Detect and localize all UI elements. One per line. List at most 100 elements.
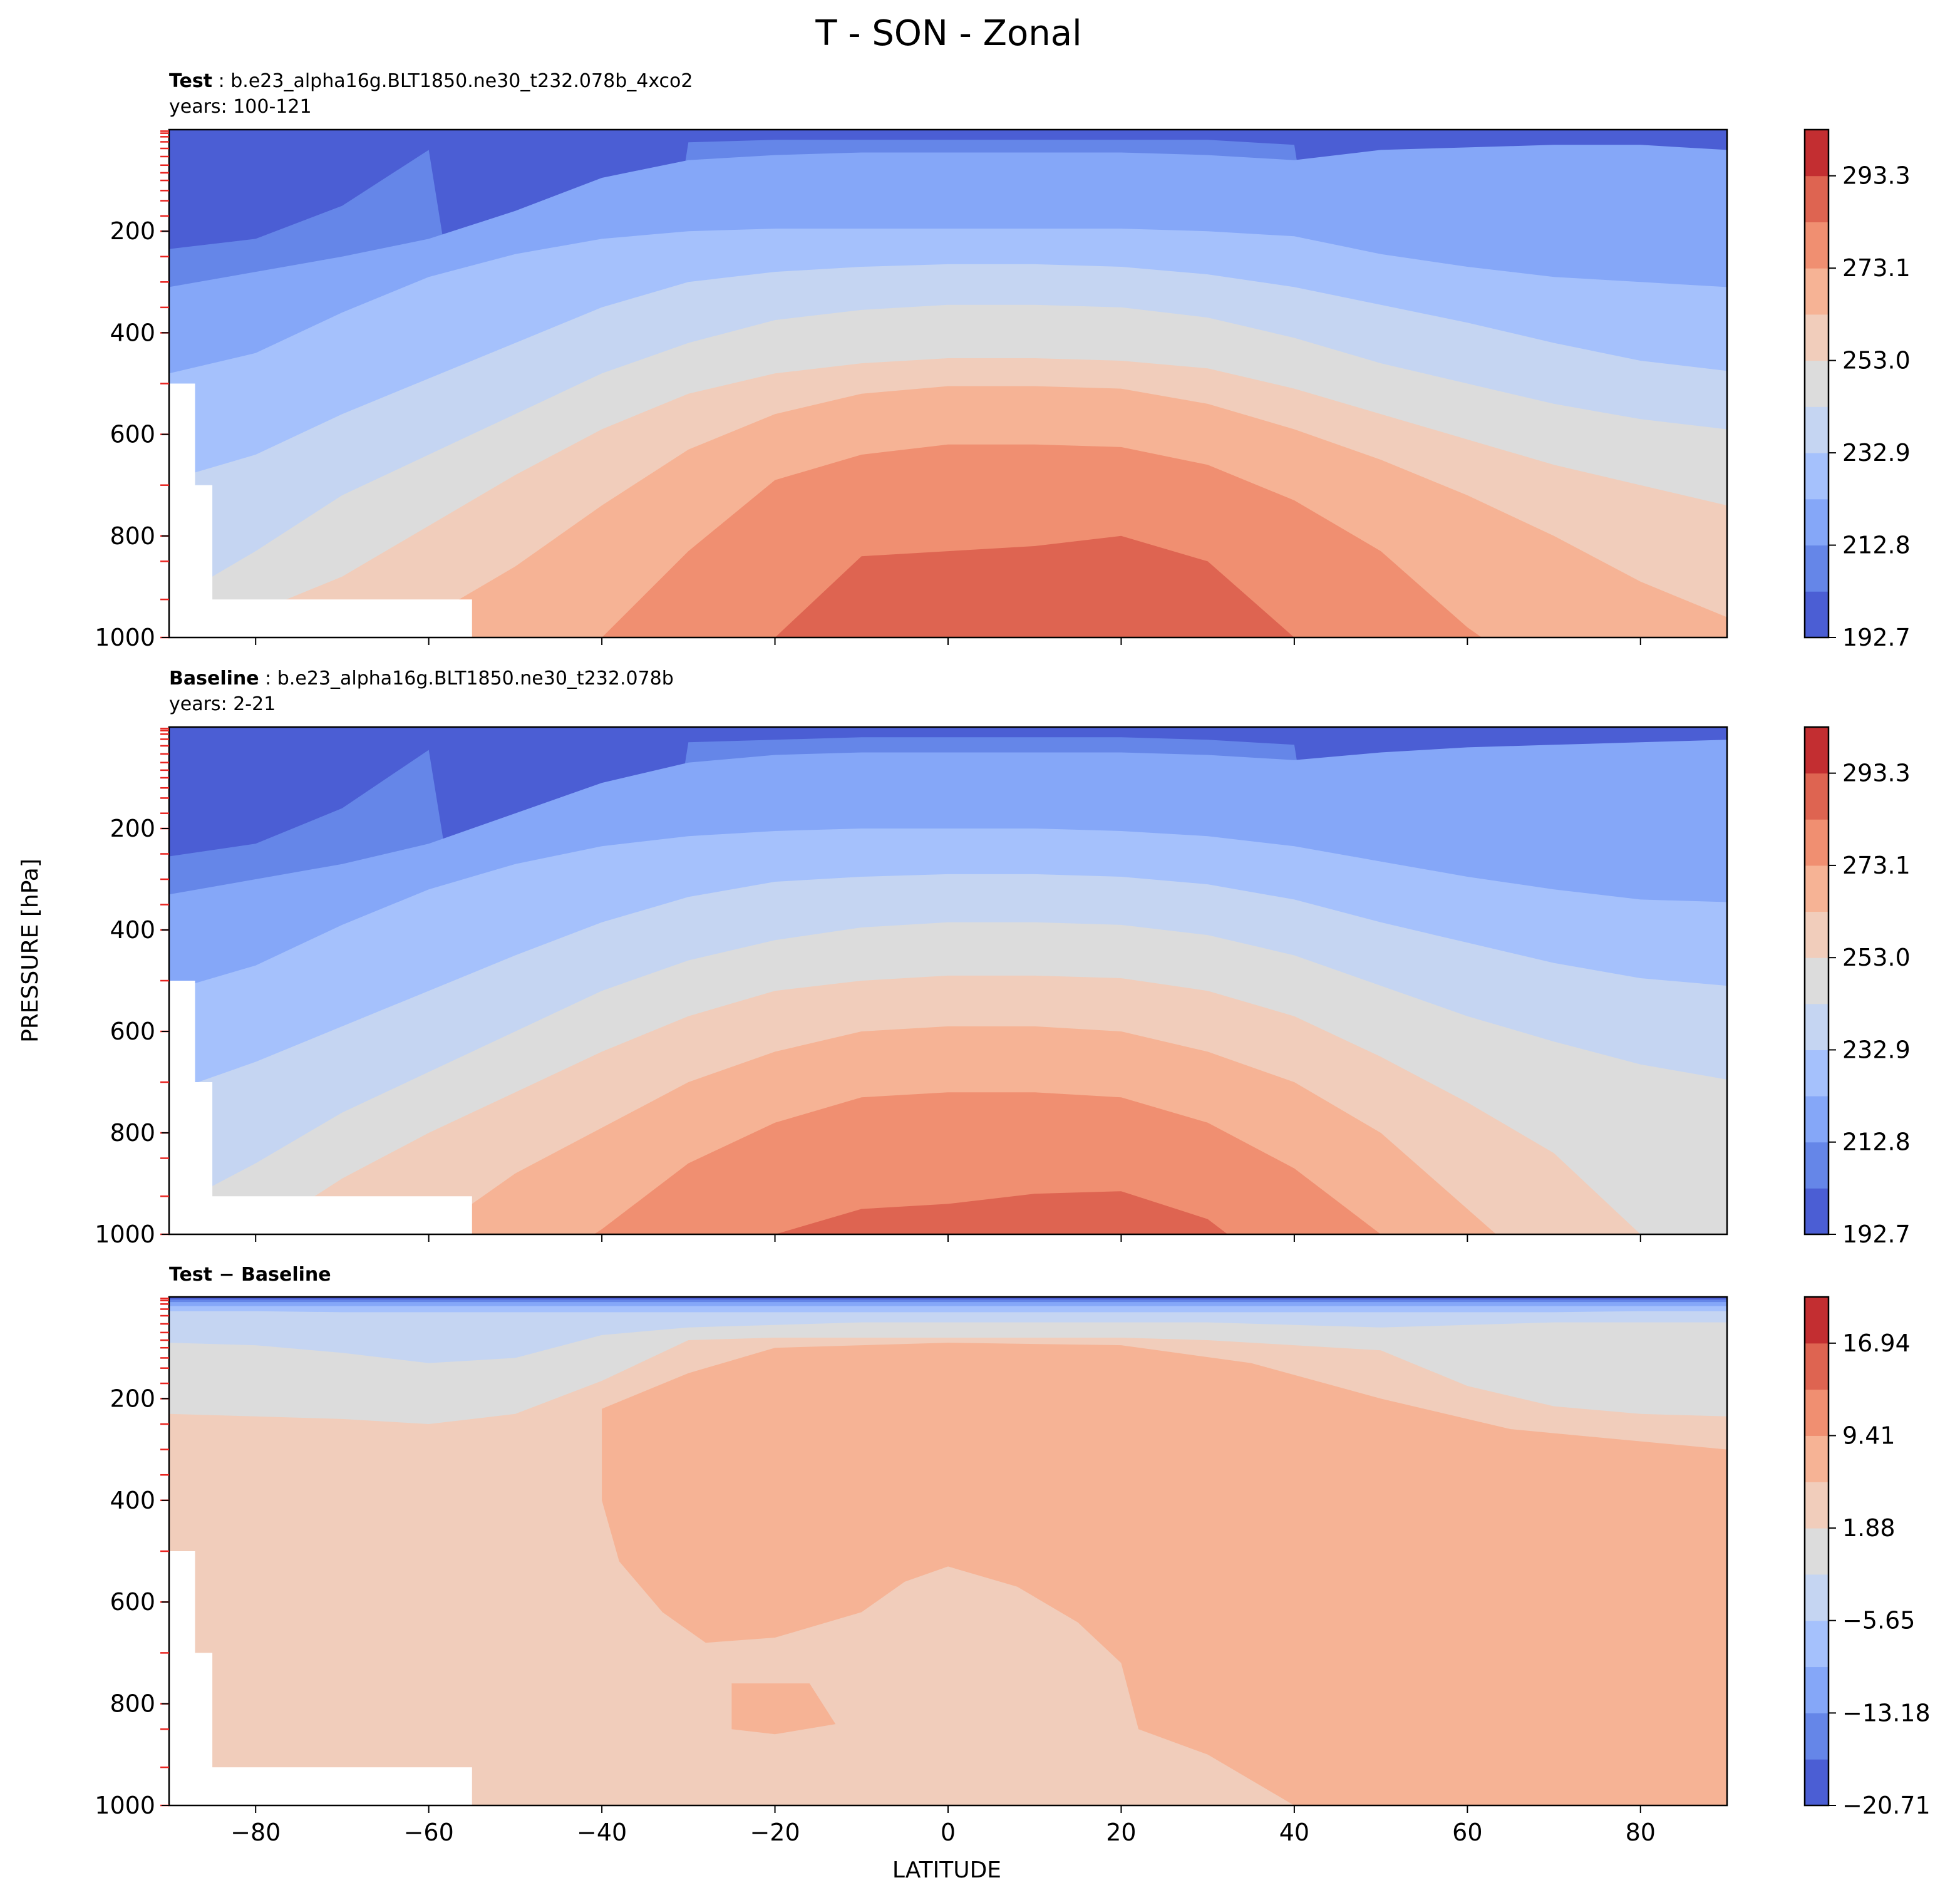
- test-colorbar-segment-10: [1805, 130, 1828, 177]
- diff-colorbar-tick-label-5: 16.94: [1842, 1329, 1911, 1357]
- baseline-colorbar-segment-8: [1805, 819, 1828, 866]
- baseline-label: Baseline: [169, 668, 259, 689]
- baseline-panel: 200 400 600 800 1000 192.7 212.8 232.9 253.0 273.…: [95, 726, 1911, 1248]
- baseline-band-8: [594, 1092, 1381, 1234]
- baseline-y-tick-label-800: 800: [110, 1119, 155, 1147]
- test-band-10: [169, 688, 1727, 714]
- test-contour-layer: [169, 130, 1727, 714]
- test-panel: 200 400 600 800 1000 192.7 212.8 232.9 253.0 273.…: [95, 128, 1911, 714]
- test-colorbar: 192.7 212.8 232.9 253.0 273.1 293.3: [1803, 128, 1911, 651]
- diff-contour-layer: [169, 1297, 1727, 1805]
- baseline-colorbar-tick-label-0: 192.7: [1842, 1221, 1911, 1248]
- diff-colorbar-segment-6: [1805, 1482, 1828, 1529]
- baseline-case-separator: :: [265, 668, 272, 689]
- test-colorbar-segment-3: [1805, 453, 1828, 500]
- test-colorbar-tick-label-2: 232.9: [1842, 439, 1911, 467]
- diff-y-tick-label-600: 600: [110, 1588, 155, 1616]
- diff-colorbar-segment-0: [1805, 1759, 1828, 1806]
- test-label: Test: [169, 70, 213, 92]
- baseline-colorbar-segment-0: [1805, 1188, 1828, 1235]
- test-colorbar-segment-7: [1805, 268, 1828, 315]
- baseline-colorbar-tick-label-3: 253.0: [1842, 944, 1911, 971]
- diff-colorbar-segment-1: [1805, 1713, 1828, 1760]
- test-colorbar-segment-2: [1805, 498, 1828, 546]
- baseline-contour-layer: [169, 727, 1727, 1234]
- diff-label: Test − Baseline: [169, 1264, 331, 1286]
- test-colorbar-tick-label-0: 192.7: [1842, 624, 1911, 651]
- diff-x-tick-label-40: 40: [1279, 1819, 1309, 1846]
- diff-x-tick-label--80: −80: [230, 1819, 281, 1846]
- baseline-colorbar-tick-label-1: 212.8: [1842, 1128, 1911, 1156]
- baseline-colorbar-segment-10: [1805, 727, 1828, 774]
- baseline-y-tick-label-1000: 1000: [95, 1221, 155, 1248]
- baseline-colorbar: 192.7 212.8 232.9 253.0 273.1 293.3: [1803, 726, 1911, 1248]
- test-colorbar-segment-6: [1805, 314, 1828, 361]
- diff-x-tick-label-0: 0: [941, 1819, 956, 1846]
- test-colorbar-segment-4: [1805, 406, 1828, 453]
- diff-x-tick-label-20: 20: [1106, 1819, 1136, 1846]
- baseline-topography-mask: [169, 981, 472, 1234]
- test-y-tick-label-800: 800: [110, 522, 155, 550]
- baseline-colorbar-tick-label-4: 273.1: [1842, 852, 1911, 879]
- y-axis-label: PRESSURE [hPa]: [18, 859, 43, 1043]
- test-y-tick-label-600: 600: [110, 421, 155, 448]
- diff-y-tick-label-200: 200: [110, 1385, 155, 1412]
- diff-colorbar-tick-label-3: 1.88: [1842, 1514, 1896, 1542]
- baseline-y-tick-label-200: 200: [110, 815, 155, 842]
- baseline-colorbar-segment-9: [1805, 773, 1828, 820]
- baseline-colorbar-frame: [1803, 726, 1830, 1236]
- test-topography-mask: [169, 383, 472, 638]
- test-colorbar-tick-label-3: 253.0: [1842, 347, 1911, 374]
- test-panel-header: Test : b.e23_alpha16g.BLT1850.ne30_t232.…: [169, 70, 693, 93]
- baseline-band-9: [775, 1191, 1228, 1234]
- diff-y-tick-label-800: 800: [110, 1690, 155, 1718]
- baseline-colorbar-tick-label-5: 293.3: [1842, 760, 1911, 787]
- baseline-colorbar-segment-2: [1805, 1096, 1828, 1143]
- diff-y-tick-label-1000: 1000: [95, 1792, 155, 1819]
- baseline-colorbar-segment-3: [1805, 1050, 1828, 1097]
- baseline-years: years: 2-21: [169, 693, 276, 715]
- test-colorbar-segment-5: [1805, 360, 1828, 407]
- diff-colorbar-segment-8: [1805, 1389, 1828, 1436]
- test-colorbar-tick-label-5: 293.3: [1842, 162, 1911, 190]
- test-colorbar-frame: [1803, 128, 1830, 639]
- test-y-tick-label-400: 400: [110, 319, 155, 346]
- x-axis-label: LATITUDE: [892, 1857, 1001, 1883]
- baseline-colorbar-segment-1: [1805, 1142, 1828, 1189]
- baseline-y-tick-label-600: 600: [110, 1018, 155, 1045]
- diff-x-tick-label--40: −40: [577, 1819, 627, 1846]
- diff-panel: 200 400 600 800 1000 −80 −60 −40 −20 0 20 40 60 80 −20…: [95, 1296, 1931, 1846]
- baseline-colorbar-segment-6: [1805, 911, 1828, 958]
- baseline-colorbar-segment-7: [1805, 865, 1828, 912]
- diff-panel-header: Test − Baseline: [169, 1264, 331, 1286]
- figure-title: T - SON - Zonal: [815, 13, 1081, 54]
- diff-colorbar-tick-label-1: −13.18: [1842, 1699, 1931, 1727]
- baseline-panel-header: Baseline : b.e23_alpha16g.BLT1850.ne30_t…: [169, 668, 674, 690]
- diff-colorbar-segment-4: [1805, 1574, 1828, 1621]
- diff-x-tick-label-80: 80: [1626, 1819, 1656, 1846]
- test-colorbar-segment-1: [1805, 545, 1828, 592]
- test-case-name: b.e23_alpha16g.BLT1850.ne30_t232.078b_4x…: [230, 70, 693, 92]
- test-y-tick-label-1000: 1000: [95, 624, 155, 651]
- diff-topography-mask: [169, 1551, 472, 1805]
- test-y-tick-label-200: 200: [110, 217, 155, 245]
- diff-colorbar-segment-7: [1805, 1435, 1828, 1482]
- diff-x-tick-label--60: −60: [404, 1819, 454, 1846]
- diff-colorbar-segment-3: [1805, 1620, 1828, 1668]
- test-case-separator: :: [218, 70, 225, 92]
- diff-warm-blob: [731, 1683, 836, 1735]
- diff-colorbar-segment-10: [1805, 1297, 1828, 1344]
- diff-colorbar: −20.71 −13.18 −5.65 1.88 9.41 16.94: [1803, 1296, 1931, 1819]
- test-colorbar-segment-8: [1805, 222, 1828, 269]
- diff-colorbar-tick-label-2: −5.65: [1842, 1607, 1915, 1634]
- diff-colorbar-frame: [1803, 1296, 1830, 1807]
- test-colorbar-segment-0: [1805, 591, 1828, 638]
- diff-x-tick-label-60: 60: [1452, 1819, 1482, 1846]
- diff-colorbar-segment-9: [1805, 1343, 1828, 1390]
- test-band-8: [602, 444, 1482, 638]
- test-band-9: [775, 535, 1294, 638]
- test-colorbar-tick-label-4: 273.1: [1842, 254, 1911, 282]
- baseline-colorbar-tick-label-2: 232.9: [1842, 1036, 1911, 1063]
- diff-warm-tongue: [602, 1343, 1727, 1805]
